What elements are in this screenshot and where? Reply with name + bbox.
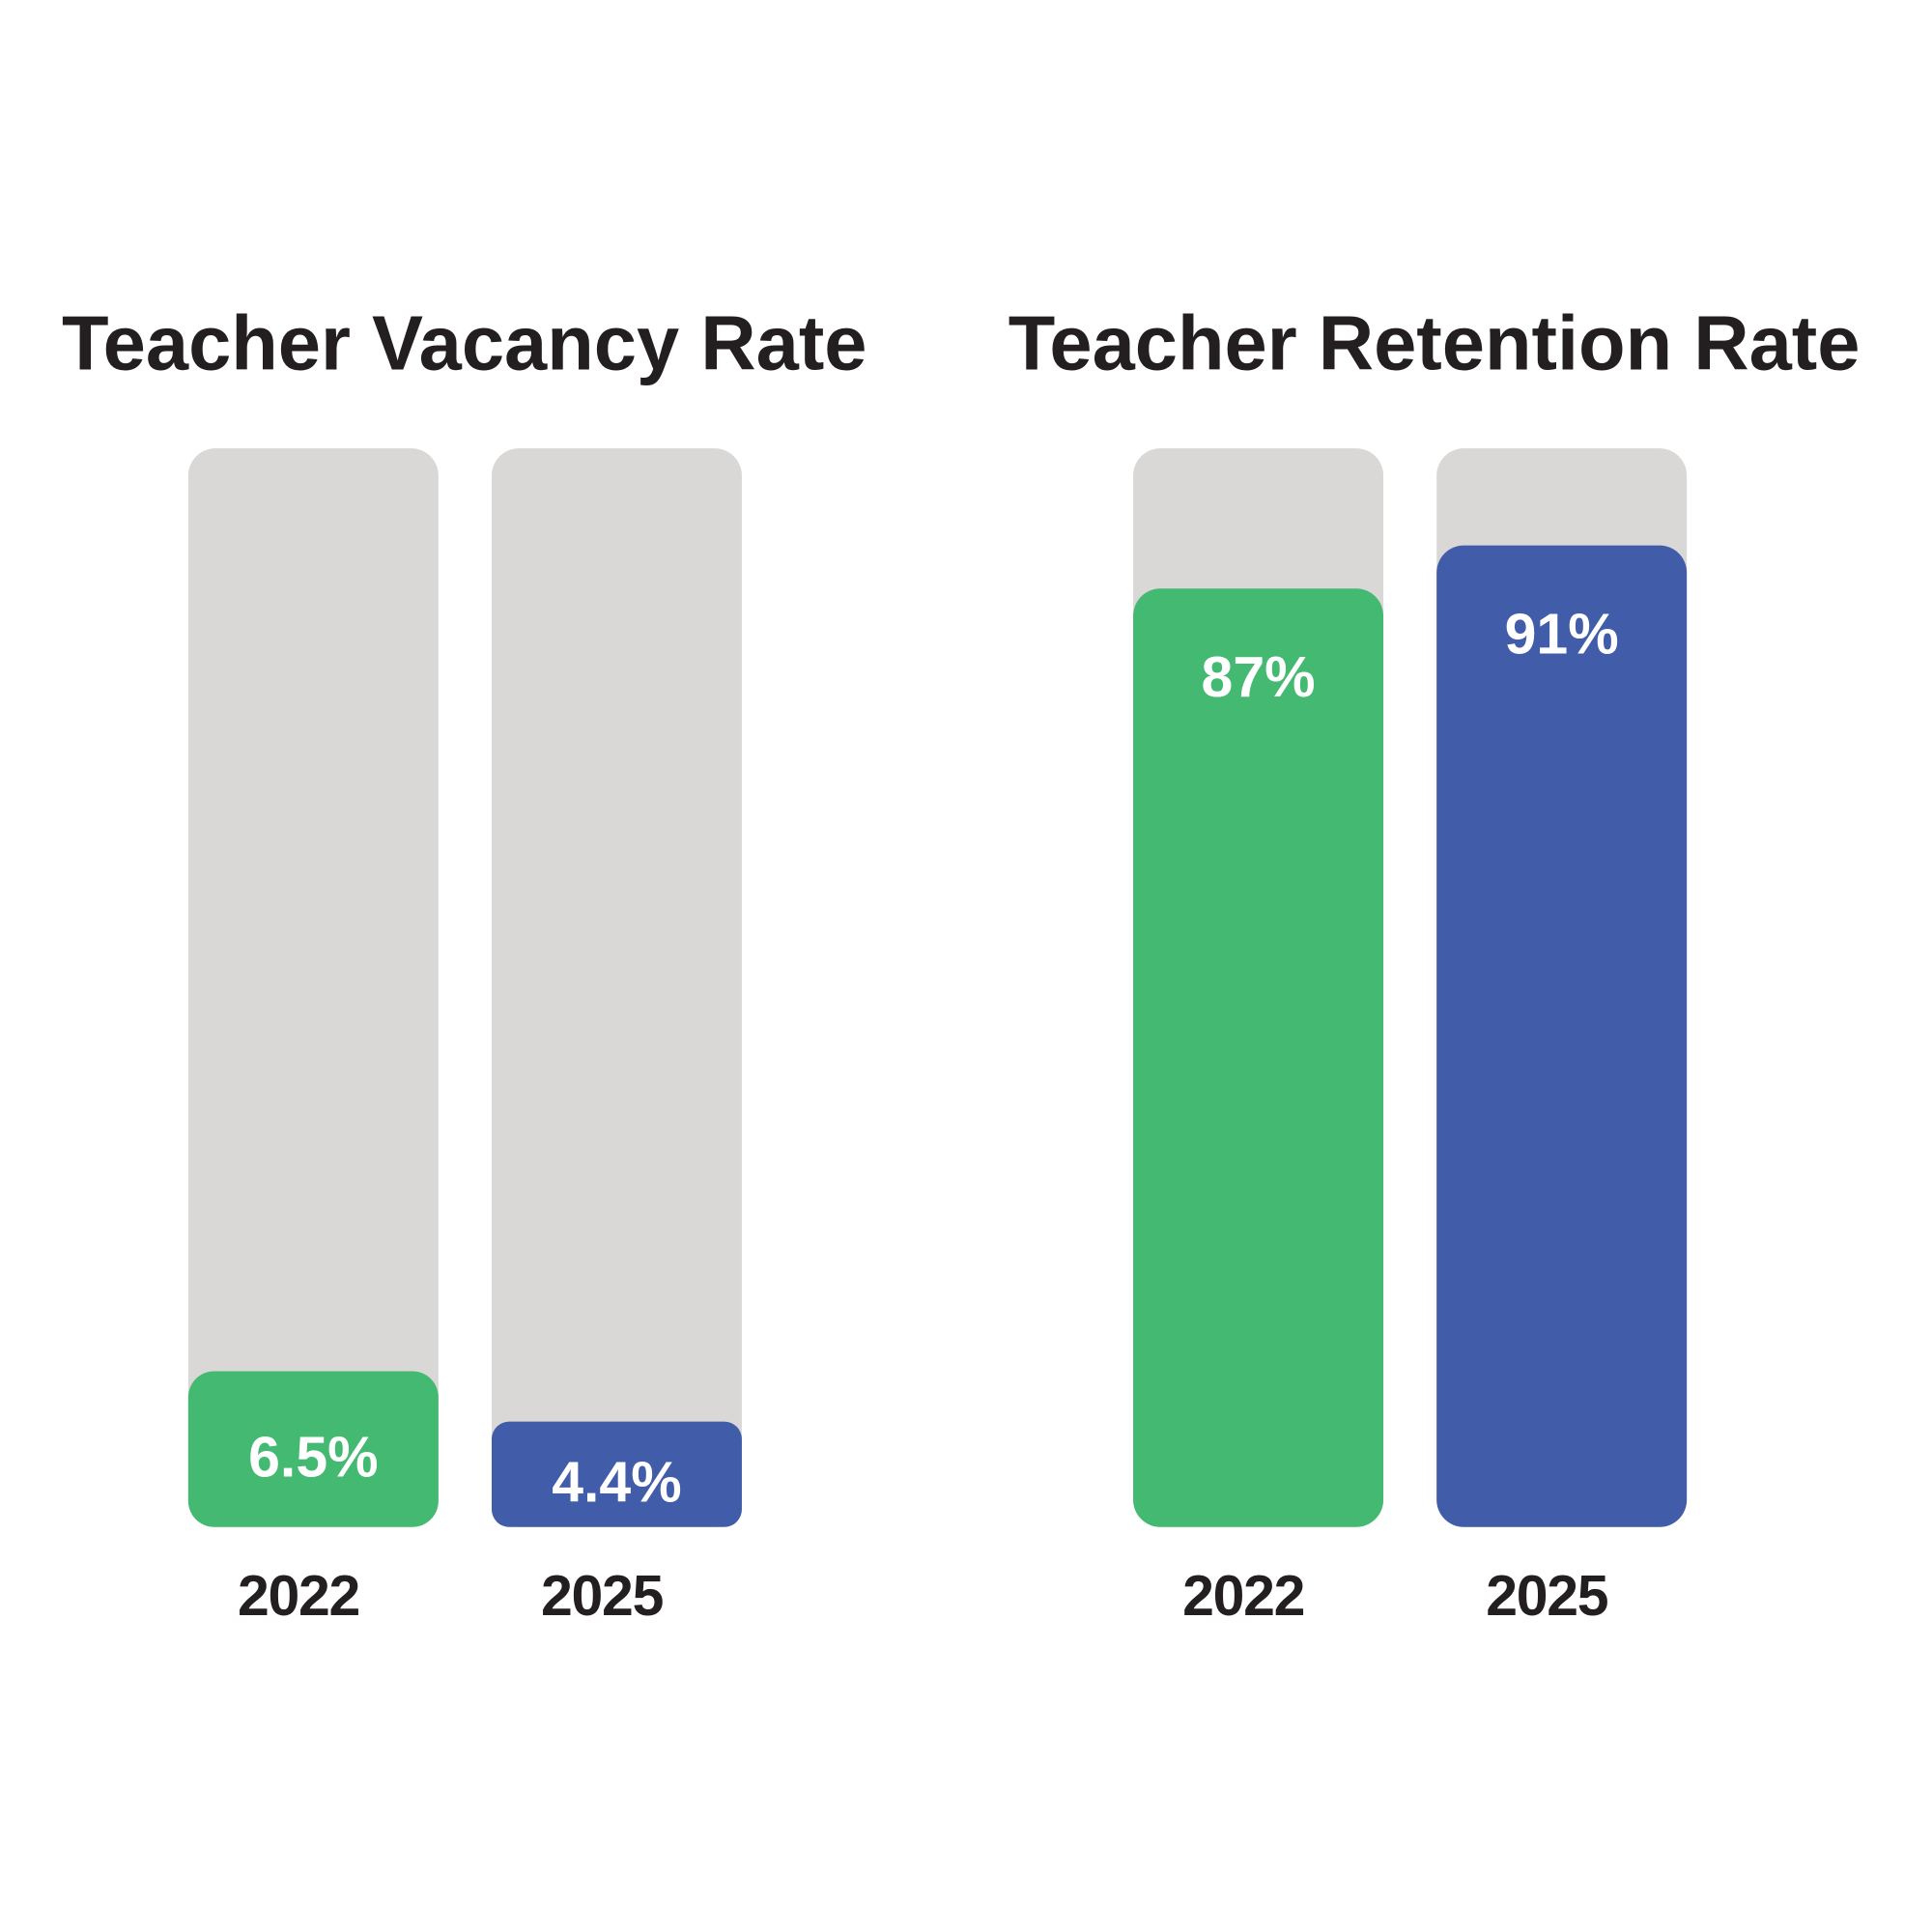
value-label: 6.5% [248, 1427, 378, 1490]
bar [187, 1371, 439, 1527]
value-label: 4.4% [552, 1452, 681, 1515]
x-tick-label: 2025 [541, 1565, 664, 1628]
x-tick-label: 2022 [1182, 1565, 1304, 1628]
x-tick-label: 2025 [1486, 1565, 1608, 1628]
bar-track [491, 448, 742, 1527]
bar-track [187, 448, 439, 1527]
chart-title: Teacher Retention Rate [1009, 300, 1861, 386]
value-label: 87% [1202, 646, 1316, 709]
bar [1436, 545, 1688, 1527]
value-label: 91% [1505, 603, 1619, 666]
bar [491, 1421, 742, 1527]
chart-title: Teacher Vacancy Rate [62, 300, 867, 386]
bar [1133, 588, 1384, 1527]
x-tick-label: 2022 [238, 1565, 359, 1628]
